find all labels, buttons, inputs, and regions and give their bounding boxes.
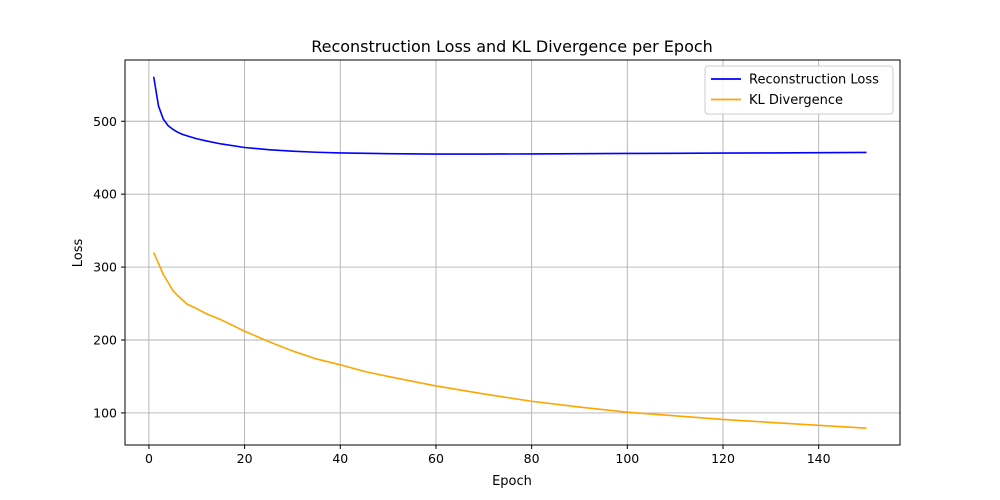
- x-axis: 0 20 40 60 80 100 120 140: [145, 445, 831, 466]
- y-tick-label: 300: [93, 260, 117, 275]
- legend-box: [704, 65, 894, 115]
- y-tick-label: 500: [93, 114, 117, 129]
- x-tick-label: 60: [428, 451, 444, 466]
- legend-label: KL Divergence: [749, 93, 843, 108]
- grid-lines: [125, 60, 900, 445]
- x-tick-label: 100: [615, 451, 639, 466]
- x-tick-label: 120: [711, 451, 735, 466]
- y-axis: 100 200 300 400 500: [93, 114, 125, 420]
- legend: Reconstruction Loss KL Divergence: [704, 65, 894, 115]
- x-tick-label: 0: [145, 451, 153, 466]
- x-tick-label: 20: [237, 451, 253, 466]
- series-line-1: [152, 252, 867, 430]
- x-tick-label: 40: [332, 451, 348, 466]
- series-lines: [152, 76, 867, 430]
- x-axis-title: Epoch: [492, 474, 532, 489]
- y-axis-title: Loss: [71, 239, 86, 268]
- y-tick-label: 200: [93, 333, 117, 348]
- legend-label: Reconstruction Loss: [749, 73, 879, 88]
- x-tick-label: 80: [524, 451, 540, 466]
- y-tick-label: 400: [93, 187, 117, 202]
- x-tick-label: 140: [807, 451, 831, 466]
- chart-title: Reconstruction Loss and KL Divergence pe…: [311, 37, 713, 56]
- series-line-0: [152, 76, 867, 155]
- plot-frame: [124, 59, 901, 446]
- y-tick-label: 100: [93, 405, 117, 420]
